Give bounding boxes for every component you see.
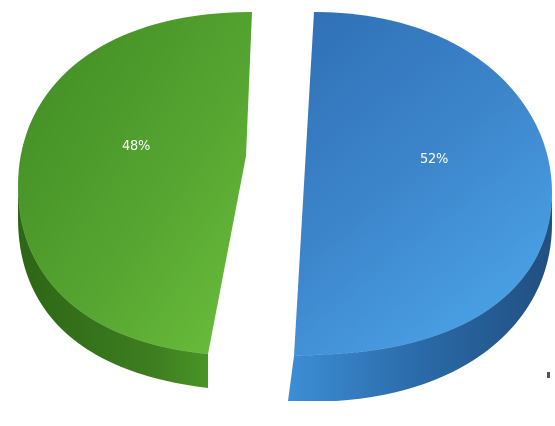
stray-mark	[547, 372, 550, 378]
pie-slice-top	[18, 12, 252, 354]
slice-percent-label: 52%	[420, 152, 448, 167]
pie-slice-48	[18, 12, 252, 388]
pie-slice-side	[18, 186, 208, 388]
pie-slice-52	[288, 12, 552, 401]
pie-slice-top	[294, 12, 552, 356]
pie-slice-side	[288, 192, 552, 401]
slice-percent-label: 48%	[122, 139, 150, 154]
